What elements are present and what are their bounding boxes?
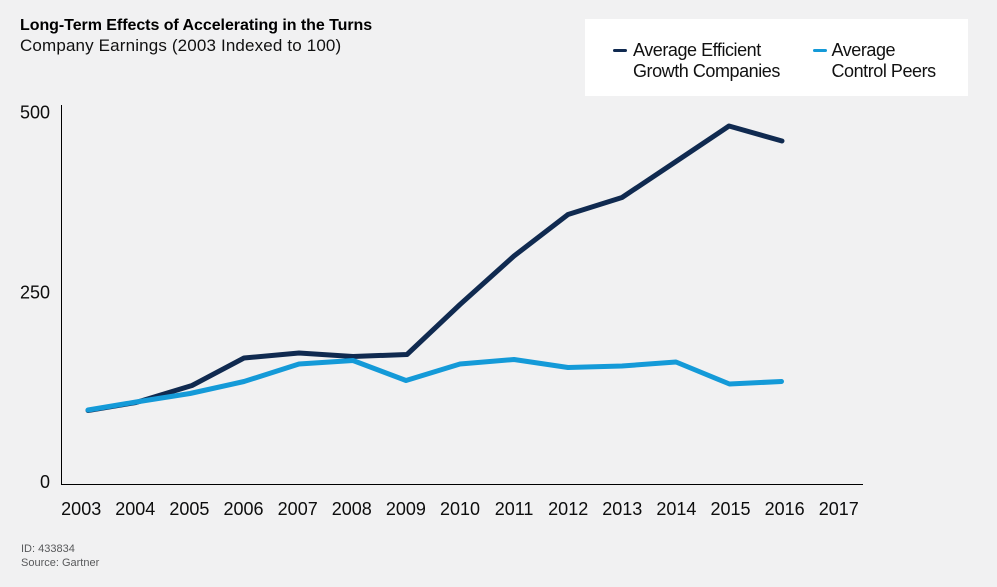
svg-text:2004: 2004 xyxy=(115,499,155,519)
svg-text:0: 0 xyxy=(40,472,50,492)
svg-text:2012: 2012 xyxy=(548,499,588,519)
svg-text:2016: 2016 xyxy=(765,499,805,519)
svg-text:2009: 2009 xyxy=(386,499,426,519)
svg-text:2006: 2006 xyxy=(223,499,263,519)
svg-text:2013: 2013 xyxy=(602,499,642,519)
svg-text:2005: 2005 xyxy=(169,499,209,519)
svg-text:2014: 2014 xyxy=(656,499,696,519)
svg-text:250: 250 xyxy=(20,283,50,303)
svg-text:2007: 2007 xyxy=(278,499,318,519)
svg-text:2010: 2010 xyxy=(440,499,480,519)
svg-text:2003: 2003 xyxy=(61,499,101,519)
svg-text:2015: 2015 xyxy=(710,499,750,519)
svg-text:500: 500 xyxy=(20,103,50,123)
svg-text:2017: 2017 xyxy=(819,499,859,519)
svg-text:2008: 2008 xyxy=(332,499,372,519)
svg-text:2011: 2011 xyxy=(495,499,534,519)
